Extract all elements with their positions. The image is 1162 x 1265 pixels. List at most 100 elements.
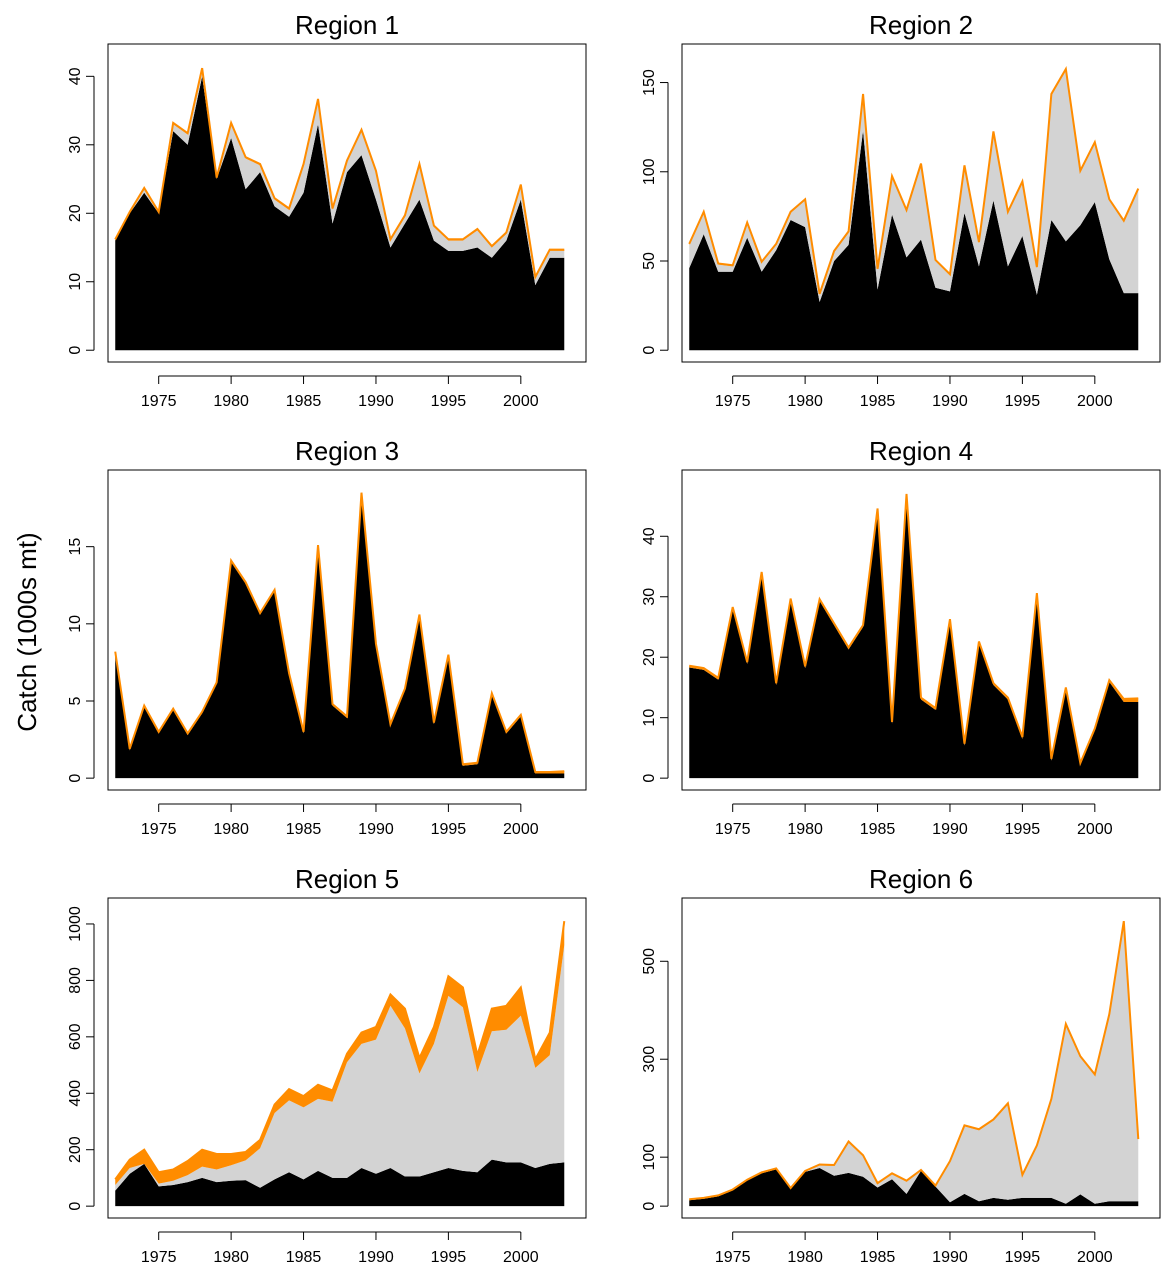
total-line [114, 921, 566, 1180]
x-tick-label: 1980 [787, 1249, 823, 1265]
total-line [114, 492, 565, 773]
plot-frame [681, 43, 1161, 363]
y-tick-label: 0 [641, 774, 658, 783]
x-tick-label: 1995 [431, 821, 467, 838]
x-tick-label: 1985 [286, 821, 322, 838]
x-tick-label: 2000 [503, 393, 539, 410]
y-tick-label: 5 [67, 696, 84, 705]
total-line [688, 65, 1140, 295]
total-line [114, 67, 565, 281]
plot-frame [681, 897, 1161, 1219]
x-tick-label: 1980 [213, 821, 249, 838]
y-tick-label: 40 [67, 67, 84, 85]
y-tick-label: 10 [67, 273, 84, 291]
area-series-1 [115, 76, 565, 351]
x-tick-label: 1990 [358, 1249, 394, 1265]
area-series-1 [689, 495, 1139, 779]
x-tick-label: 1995 [431, 393, 467, 410]
x-tick-label: 1985 [860, 1249, 896, 1265]
plot-frame [107, 43, 587, 363]
y-tick-label: 20 [641, 648, 658, 666]
x-tick-label: 2000 [503, 1249, 539, 1265]
plot-frame [107, 897, 587, 1219]
x-tick-label: 1995 [1005, 1249, 1041, 1265]
x-tick-label: 1975 [141, 1249, 177, 1265]
y-tick-label: 150 [641, 69, 658, 96]
x-tick-label: 1980 [787, 393, 823, 410]
area-series-1 [115, 1159, 565, 1207]
x-tick-label: 1975 [715, 1249, 751, 1265]
x-tick-label: 1985 [860, 393, 896, 410]
x-tick-label: 2000 [1077, 393, 1113, 410]
y-tick-label: 10 [641, 709, 658, 727]
y-axis-label: Catch (1000s mt) [12, 532, 42, 731]
total-line [689, 920, 1140, 1201]
x-tick-label: 1995 [431, 1249, 467, 1265]
x-tick-label: 1995 [1005, 393, 1041, 410]
area-series-1 [689, 130, 1139, 351]
area-series-1 [115, 494, 565, 779]
area-series-2 [689, 922, 1139, 1204]
x-tick-label: 1975 [141, 393, 177, 410]
chart-title: Region 1 [295, 10, 399, 40]
chart-panel-4: Region 4 1975 1980 1985 1990 1995 2000 0 10 20 30 4… [641, 436, 1161, 838]
y-tick-label: 40 [641, 527, 658, 545]
y-tick-label: 0 [641, 346, 658, 355]
y-tick-label: 30 [67, 136, 84, 154]
y-tick-label: 30 [641, 588, 658, 606]
y-tick-label: 800 [67, 967, 84, 994]
y-tick-label: 0 [67, 1202, 84, 1211]
chart-panel-5: Region 5 1975 1980 1985 1990 1995 2000 0 200 400 6… [67, 864, 587, 1265]
chart-panel-1: Region 1 1975 1980 1985 1990 1995 2000 0 10 20 30 4… [67, 10, 587, 410]
y-tick-label: 20 [67, 204, 84, 222]
y-tick-label: 10 [67, 615, 84, 633]
x-tick-label: 2000 [503, 821, 539, 838]
x-tick-label: 2000 [1077, 1249, 1113, 1265]
chart-title: Region 2 [869, 10, 973, 40]
x-tick-label: 2000 [1077, 821, 1113, 838]
x-tick-label: 1985 [860, 821, 896, 838]
y-tick-label: 300 [641, 1046, 658, 1073]
chart-title: Region 4 [869, 436, 973, 466]
x-tick-label: 1990 [358, 393, 394, 410]
x-tick-label: 1990 [932, 393, 968, 410]
area-series-2 [689, 70, 1139, 303]
area-series-2 [115, 945, 565, 1191]
plot-frame [681, 469, 1161, 791]
area-series-1 [689, 1167, 1139, 1207]
x-tick-label: 1975 [715, 821, 751, 838]
y-tick-label: 50 [641, 252, 658, 270]
x-tick-label: 1975 [715, 393, 751, 410]
y-tick-label: 600 [67, 1023, 84, 1050]
y-tick-label: 0 [67, 774, 84, 783]
y-tick-label: 0 [67, 346, 84, 355]
x-tick-label: 1990 [932, 1249, 968, 1265]
y-tick-label: 200 [67, 1136, 84, 1163]
y-tick-label: 100 [641, 158, 658, 185]
y-tick-label: 0 [641, 1202, 658, 1211]
chart-panel-2: Region 2 1975 1980 1985 1990 1995 2000 0 50 100 15… [641, 10, 1161, 410]
chart-title: Region 5 [295, 864, 399, 894]
x-tick-label: 1990 [358, 821, 394, 838]
y-tick-label: 500 [641, 948, 658, 975]
y-tick-label: 100 [641, 1144, 658, 1171]
area-series-3 [115, 921, 565, 1185]
y-tick-label: 400 [67, 1080, 84, 1107]
x-tick-label: 1975 [141, 821, 177, 838]
x-tick-label: 1980 [213, 393, 249, 410]
x-tick-label: 1995 [1005, 821, 1041, 838]
chart-title: Region 3 [295, 436, 399, 466]
chart-panel-3: Region 3 1975 1980 1985 1990 1995 2000 0 5 10 15 [67, 436, 587, 838]
x-tick-label: 1990 [932, 821, 968, 838]
y-tick-label: 15 [67, 538, 84, 556]
x-tick-label: 1985 [286, 393, 322, 410]
total-line [689, 493, 1139, 767]
x-tick-label: 1980 [787, 821, 823, 838]
chart-panel-6: Region 6 1975 1980 1985 1990 1995 2000 0 100 300 5… [641, 864, 1161, 1265]
plot-frame [107, 469, 587, 791]
x-tick-label: 1985 [286, 1249, 322, 1265]
y-tick-label: 1000 [67, 906, 84, 942]
x-tick-label: 1980 [213, 1249, 249, 1265]
